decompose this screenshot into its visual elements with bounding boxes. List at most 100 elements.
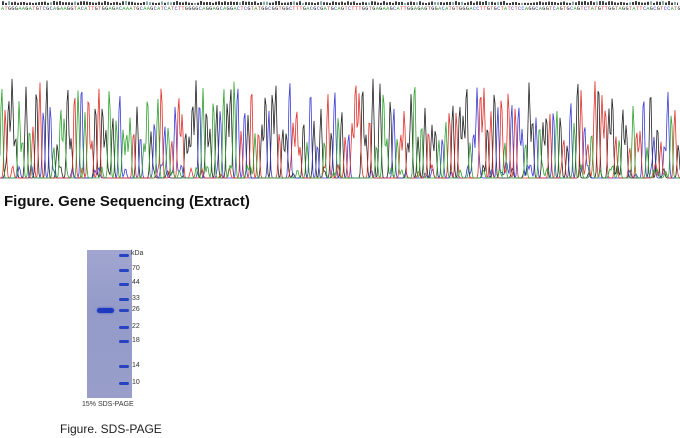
base-call: C — [139, 6, 143, 12]
marker-band-10 — [119, 382, 129, 385]
base-call: G — [434, 6, 438, 12]
base-call: G — [216, 6, 220, 12]
marker-band-14 — [119, 365, 129, 368]
base-call: A — [469, 6, 473, 12]
base-call: G — [282, 6, 286, 12]
mw-label-44: 44 — [132, 279, 140, 286]
base-call: G — [597, 6, 601, 12]
base-call: T — [549, 6, 553, 12]
base-call: A — [108, 6, 112, 12]
base-call: C — [174, 6, 178, 12]
base-call: A — [306, 6, 310, 12]
base-call: T — [368, 6, 372, 12]
base-call: G — [542, 6, 546, 12]
mw-label-10: 10 — [132, 379, 140, 386]
base-call: T — [403, 6, 407, 12]
base-call: G — [191, 6, 195, 12]
base-call: G — [330, 6, 334, 12]
base-call: C — [236, 6, 241, 12]
base-call: C — [80, 6, 84, 12]
base-call: C — [49, 6, 53, 12]
base-call: G — [184, 6, 188, 12]
base-call: C — [569, 6, 574, 12]
base-call: T — [500, 6, 504, 12]
base-call: G — [656, 6, 660, 12]
base-call: G — [264, 6, 268, 12]
base-call: T — [181, 6, 185, 12]
base-call: T — [4, 6, 8, 12]
base-call: G — [625, 6, 629, 12]
base-call: G — [7, 6, 12, 12]
base-call: C — [288, 6, 293, 12]
base-call: G — [406, 6, 411, 12]
base-call: C — [42, 6, 46, 12]
base-call: T — [628, 6, 633, 12]
base-call: G — [46, 6, 50, 12]
base-call: G — [302, 6, 306, 12]
marker-band-26 — [119, 309, 129, 312]
mw-label-14: 14 — [132, 362, 140, 369]
base-call: G — [417, 6, 421, 12]
base-call: A — [223, 6, 227, 12]
base-call: G — [677, 6, 680, 12]
base-call: G — [112, 6, 116, 12]
base-call: C — [153, 6, 157, 12]
base-call: G — [608, 6, 612, 12]
base-call: T — [399, 6, 404, 12]
mw-label-70: 70 — [132, 265, 140, 272]
base-call: T — [358, 6, 362, 12]
base-call: G — [424, 6, 428, 12]
base-call: C — [441, 6, 445, 12]
base-call: A — [670, 6, 674, 12]
base-call: A — [202, 6, 206, 12]
base-call: C — [198, 6, 202, 12]
base-call: C — [309, 6, 313, 12]
base-call: A — [590, 6, 594, 12]
base-call: G — [188, 6, 192, 12]
base-call: T — [299, 6, 303, 12]
base-call: C — [535, 6, 539, 12]
base-call: T — [240, 6, 244, 12]
base-call: G — [271, 6, 275, 12]
base-call: A — [504, 6, 508, 12]
marker-band-70 — [119, 269, 129, 272]
gel-image — [87, 250, 132, 398]
base-call: A — [413, 6, 417, 12]
base-call: A — [84, 6, 88, 12]
base-call: T — [594, 6, 598, 12]
base-call: G — [611, 6, 615, 12]
base-call: T — [91, 6, 95, 12]
base-call: G — [14, 6, 18, 12]
base-call: G — [285, 6, 289, 12]
base-call: G — [566, 6, 570, 12]
marker-band-22 — [119, 326, 129, 329]
base-call: G — [247, 6, 251, 12]
marker-band-33 — [119, 298, 129, 301]
base-call: T — [32, 6, 36, 12]
base-call: G — [622, 6, 626, 12]
base-call: G — [361, 6, 365, 12]
base-call: A — [618, 6, 622, 12]
base-call: A — [337, 6, 341, 12]
base-call: A — [143, 6, 147, 12]
base-call: C — [653, 6, 657, 12]
base-call: A — [125, 6, 130, 12]
base-call: T — [483, 6, 487, 12]
base-call: T — [98, 6, 102, 12]
base-call: C — [347, 6, 352, 12]
base-call: T — [615, 6, 619, 12]
base-call: T — [132, 6, 136, 12]
base-call: A — [212, 6, 216, 12]
base-call: C — [334, 6, 338, 12]
base-call: T — [351, 6, 355, 12]
base-call: G — [486, 6, 490, 12]
base-call: C — [511, 6, 515, 12]
base-call: T — [507, 6, 511, 12]
base-call: G — [150, 6, 154, 12]
base-call: T — [354, 6, 358, 12]
base-call: T — [292, 6, 296, 12]
base-call: A — [157, 6, 161, 12]
mw-label-33: 33 — [132, 295, 140, 302]
marker-band-18 — [119, 340, 129, 343]
base-call: G — [320, 6, 324, 12]
